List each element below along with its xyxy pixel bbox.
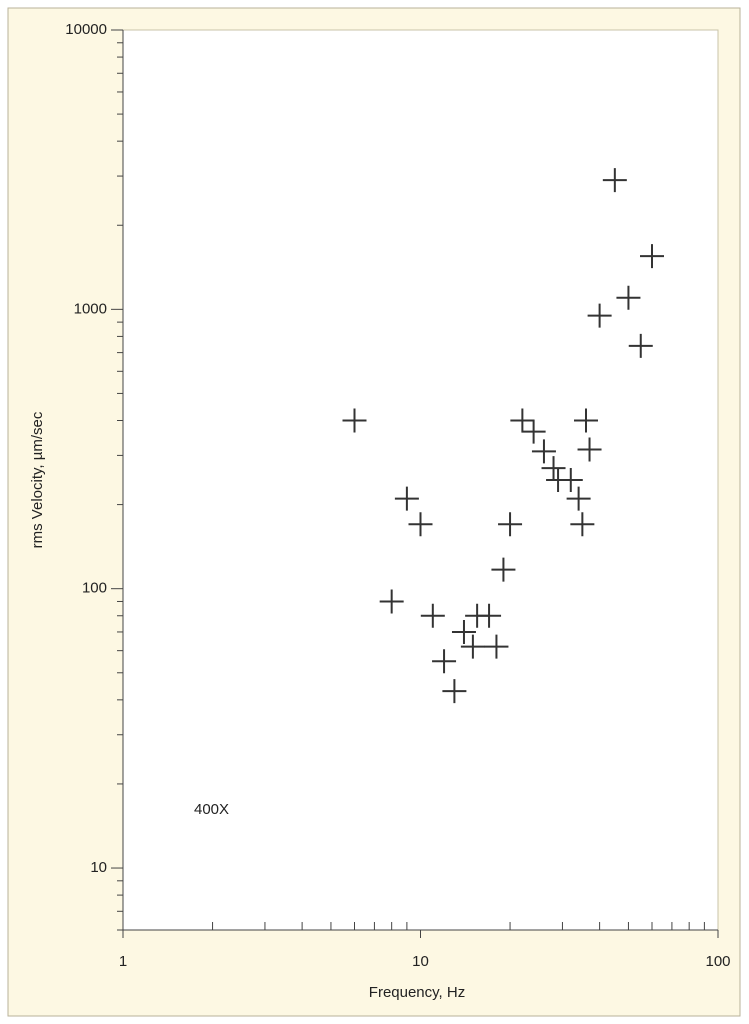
point (531, 439, 556, 464)
y-tick-label: 10 (90, 859, 107, 876)
point (628, 333, 653, 358)
y-tick-label: 10000 (65, 21, 107, 38)
point (577, 437, 602, 462)
y-tick-label: 100 (82, 580, 107, 597)
point (510, 408, 535, 433)
point (342, 408, 367, 433)
x-tick-label: 10 (412, 953, 429, 970)
x-tick-label: 100 (705, 953, 730, 970)
x-tick-label: 1 (119, 953, 127, 970)
point (640, 244, 664, 269)
y-tick-label: 1000 (74, 300, 107, 317)
point (408, 512, 433, 537)
point (566, 486, 591, 511)
y-axis-label: rms Velocity, µm/sec (29, 411, 46, 548)
point (574, 408, 598, 433)
point (498, 512, 523, 537)
point (420, 603, 445, 628)
point (570, 512, 595, 537)
point (521, 419, 546, 444)
point (432, 649, 457, 674)
point (541, 456, 566, 481)
point (602, 168, 627, 193)
point (477, 603, 502, 628)
plot-area (122, 29, 719, 931)
point (379, 589, 404, 614)
point (587, 303, 612, 328)
x-axis-label: Frequency, Hz (369, 984, 465, 1001)
point (460, 634, 485, 659)
annotation: 400X (194, 801, 229, 818)
point (558, 467, 583, 492)
point (451, 619, 476, 644)
point (616, 285, 641, 310)
point (491, 557, 516, 582)
point (442, 679, 467, 704)
point (484, 634, 509, 659)
point (394, 486, 419, 511)
